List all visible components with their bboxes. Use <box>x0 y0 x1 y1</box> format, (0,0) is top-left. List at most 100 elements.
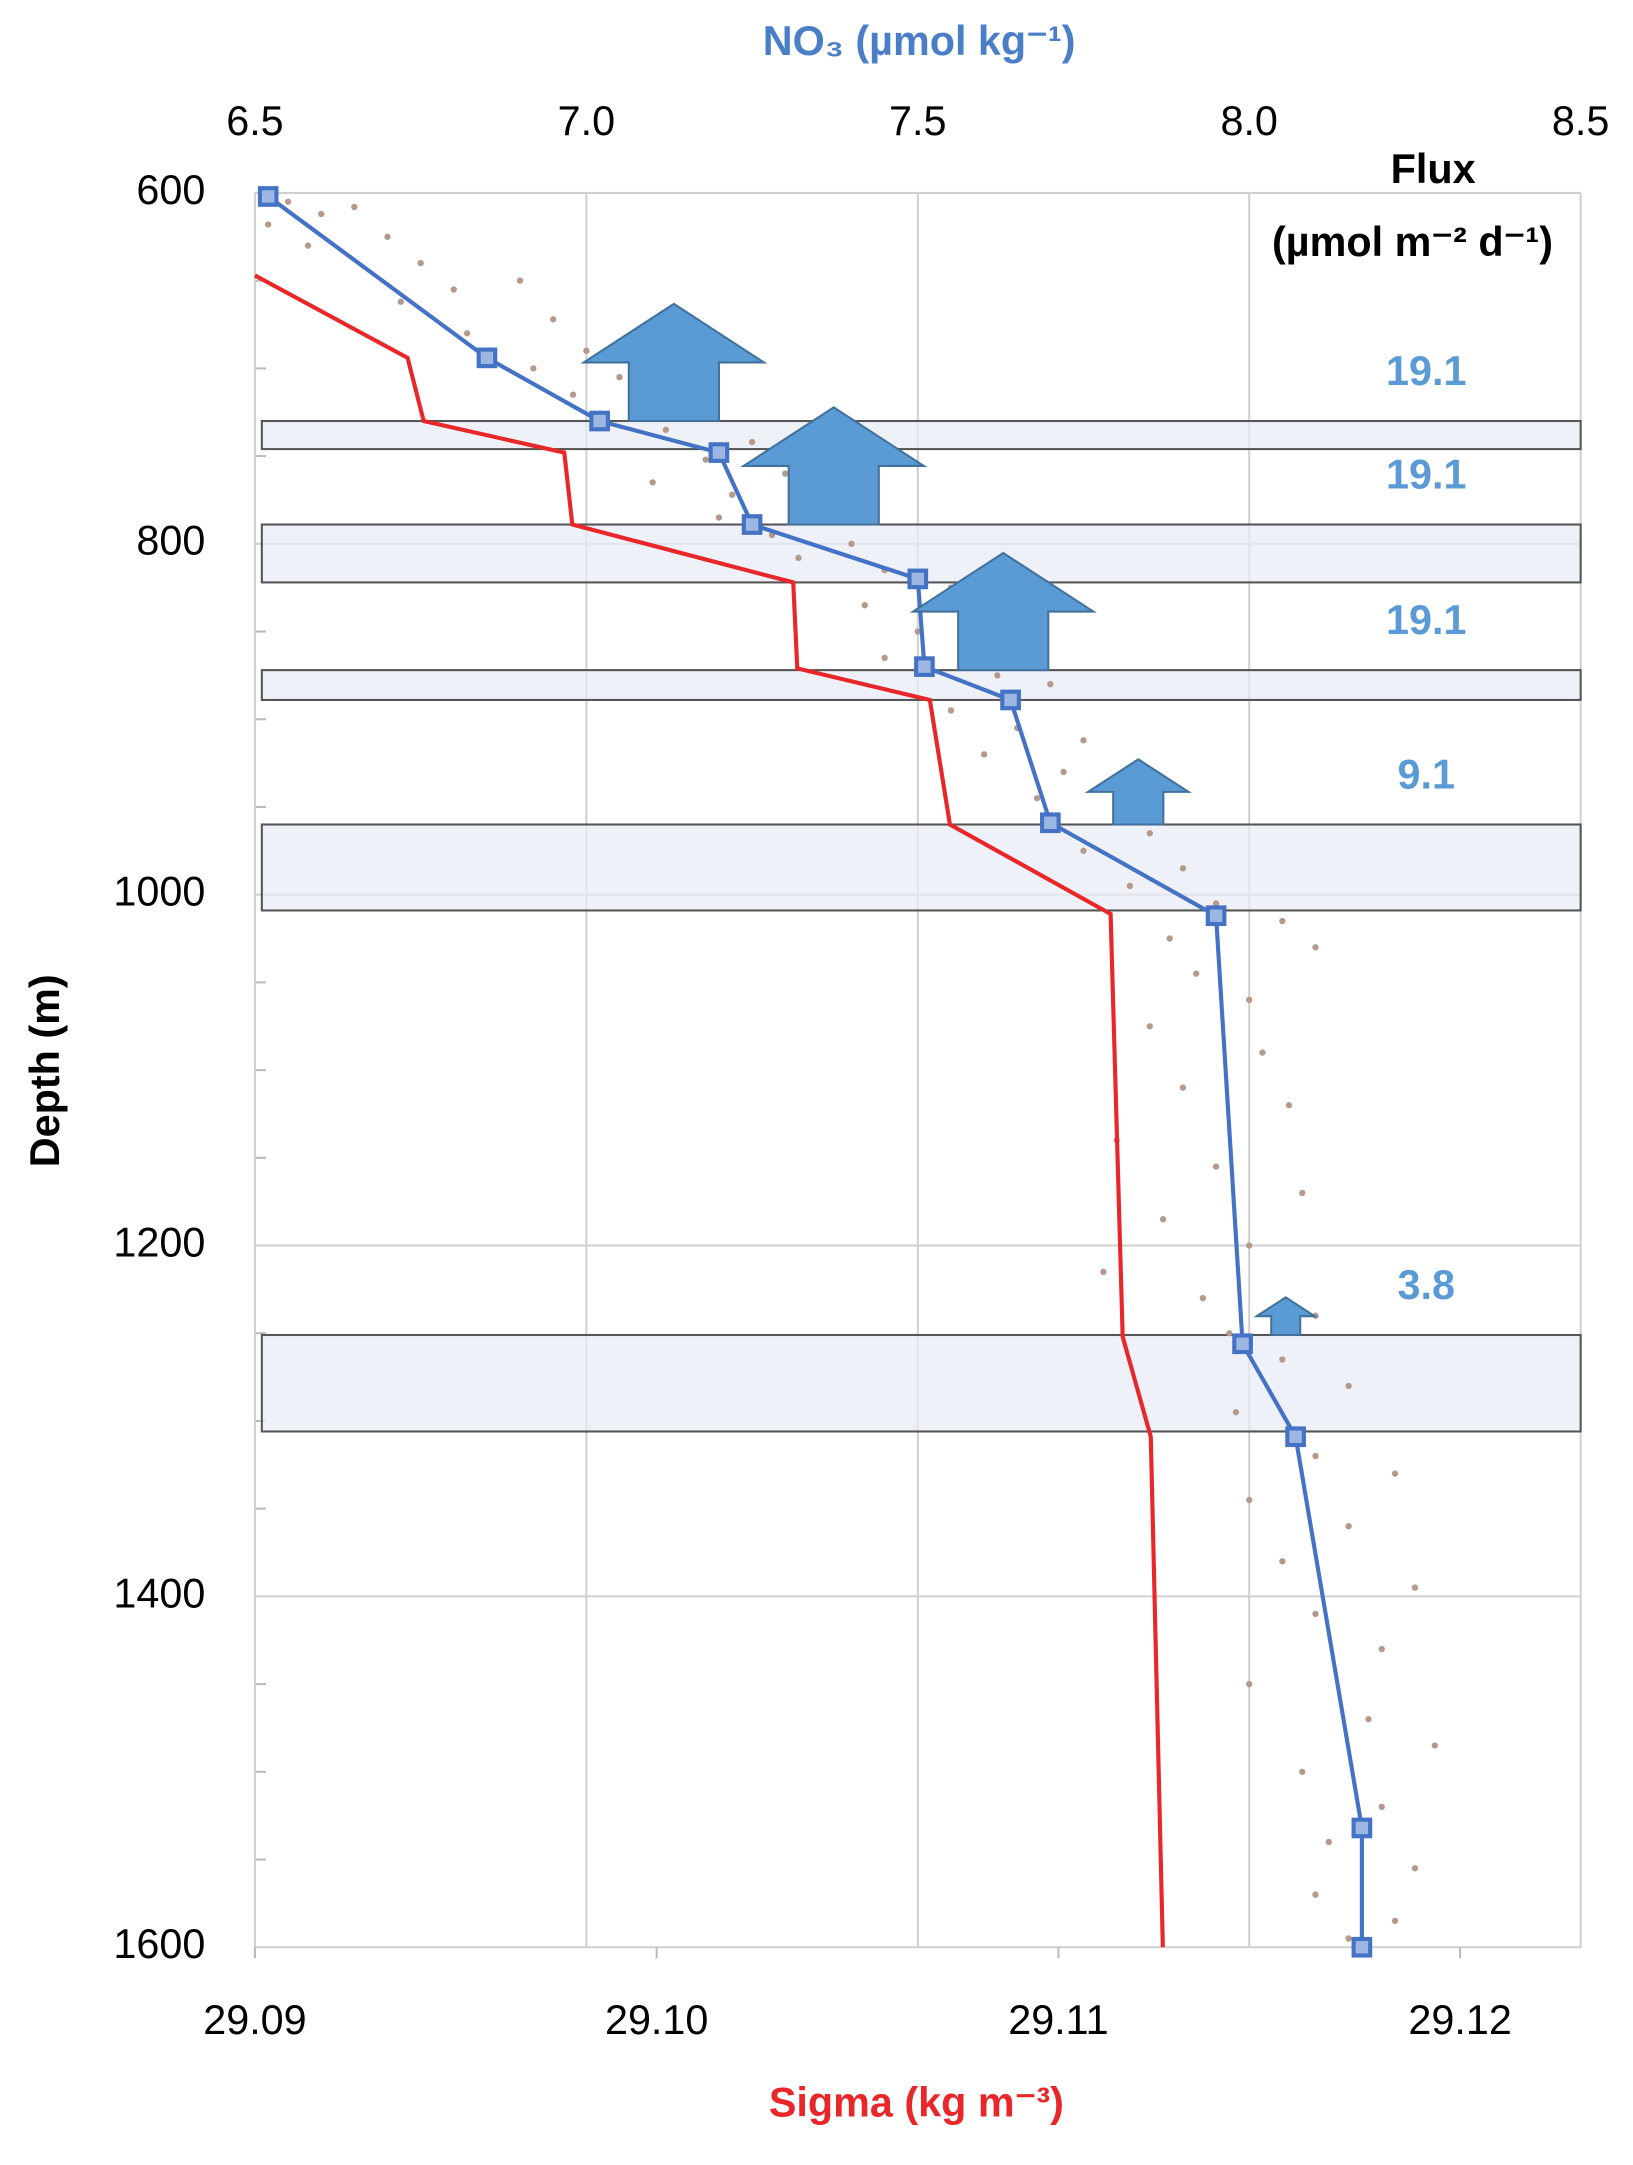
top-tick-label: 6.5 <box>226 98 283 144</box>
scatter-point <box>397 298 404 305</box>
scatter-point <box>1345 1523 1352 1530</box>
scatter-point <box>1179 1084 1187 1091</box>
scatter-point <box>1246 1496 1253 1504</box>
flux-arrow <box>909 551 1097 672</box>
scatter-point <box>569 391 577 398</box>
scatter-point <box>947 707 955 714</box>
y-tick-label: 1400 <box>113 1570 205 1616</box>
marker <box>1000 689 1021 711</box>
scatter-point <box>1299 1768 1306 1775</box>
top-tick-label: 8.5 <box>1552 98 1609 144</box>
scatter-point <box>1279 1356 1286 1363</box>
top-tick-label: 7.5 <box>889 98 946 144</box>
scatter-point <box>1047 680 1054 688</box>
scatter-point <box>1312 944 1319 951</box>
scatter-point <box>748 438 756 446</box>
scatter-point <box>463 330 471 337</box>
scatter-point <box>616 373 623 381</box>
scatter-point <box>384 233 391 240</box>
scatter-point <box>450 286 457 293</box>
marker <box>1285 1426 1306 1448</box>
marker <box>708 442 730 463</box>
bottom-axis-title: Sigma (kg m⁻³) <box>769 2080 1064 2126</box>
scatter-point <box>1431 1742 1438 1749</box>
scatter-point <box>782 470 789 477</box>
scatter-point <box>1246 996 1253 1004</box>
scatter-point <box>1345 1935 1352 1942</box>
scatter-point <box>1391 1917 1399 1925</box>
scatter-point <box>1391 1470 1399 1477</box>
flux-arrow <box>580 302 768 423</box>
line <box>253 273 1165 1948</box>
layer-box <box>260 1333 1582 1433</box>
scatter-point <box>1232 1409 1240 1416</box>
y-tick-label: 1200 <box>113 1219 205 1265</box>
scatter-point <box>848 540 855 547</box>
scatter-point <box>583 347 590 355</box>
scatter-point <box>284 198 292 205</box>
scatter-point <box>994 672 1001 679</box>
scatter-point <box>1166 935 1173 942</box>
scatter-point <box>881 654 888 662</box>
y-tick-label: 600 <box>136 167 205 213</box>
scatter-point <box>1279 1558 1286 1565</box>
scatter-point <box>1212 1163 1220 1170</box>
scatter-point <box>1345 1382 1352 1390</box>
scatter-point <box>1285 1102 1293 1109</box>
scatter-point <box>1312 1610 1319 1618</box>
scatter-point <box>1378 1645 1385 1653</box>
top-axis-title: NO₃ (µmol kg⁻¹) <box>763 18 1076 64</box>
scatter-point <box>980 751 988 758</box>
y-axis-title: Depth (m) <box>22 974 68 1167</box>
flux-label: 19.1 <box>1386 452 1466 498</box>
marker <box>476 347 498 369</box>
flux-arrow <box>1084 758 1192 826</box>
scatter-point <box>1279 917 1286 925</box>
scatter-point <box>1312 1452 1319 1460</box>
scatter-point <box>729 491 736 498</box>
scatter-point <box>1212 900 1220 907</box>
scatter-point <box>1179 865 1187 872</box>
scatter-point <box>1365 1716 1372 1723</box>
scatter-point <box>795 554 802 562</box>
scatter-point <box>1312 1891 1319 1898</box>
marker <box>589 410 610 432</box>
scatter-point <box>550 316 557 323</box>
scatter-point <box>304 242 312 249</box>
flux-arrow <box>1253 1296 1319 1337</box>
flux-label: 3.8 <box>1398 1262 1455 1308</box>
bottom-tick-label: 29.12 <box>1408 1997 1511 2043</box>
line <box>266 194 1364 1948</box>
scatter-point <box>649 479 656 486</box>
scatter-point <box>1378 1803 1385 1811</box>
flux-unit: (µmol m⁻² d⁻¹) <box>1272 219 1553 265</box>
scatter-point <box>1100 1268 1107 1276</box>
scatter-point <box>702 456 709 463</box>
layer-box <box>260 523 1582 584</box>
marker <box>1351 1936 1373 1958</box>
scatter-point <box>1159 1216 1167 1223</box>
scatter-point <box>1299 1189 1306 1197</box>
scatter-point <box>417 259 424 267</box>
scatter-point <box>516 277 524 284</box>
scatter-point <box>1080 847 1087 854</box>
scatter-point <box>662 426 670 433</box>
scatter-point <box>715 514 723 521</box>
marker <box>1232 1333 1253 1355</box>
marker <box>741 514 763 535</box>
y-tick-label: 1600 <box>113 1921 205 1967</box>
layer-box <box>260 823 1582 912</box>
scatter-point <box>1411 1865 1419 1872</box>
marker <box>1205 905 1227 927</box>
flux-title: Flux <box>1391 146 1476 192</box>
marker <box>257 186 279 207</box>
scatter-point <box>265 221 272 228</box>
scatter-point <box>1246 1680 1253 1688</box>
bottom-tick-label: 29.11 <box>1008 1997 1108 2043</box>
flux-label: 9.1 <box>1398 752 1455 798</box>
y-tick-label: 800 <box>136 518 205 564</box>
marker <box>914 656 935 677</box>
scatter-point <box>1259 1049 1266 1056</box>
bottom-tick-label: 29.09 <box>203 1997 306 2043</box>
